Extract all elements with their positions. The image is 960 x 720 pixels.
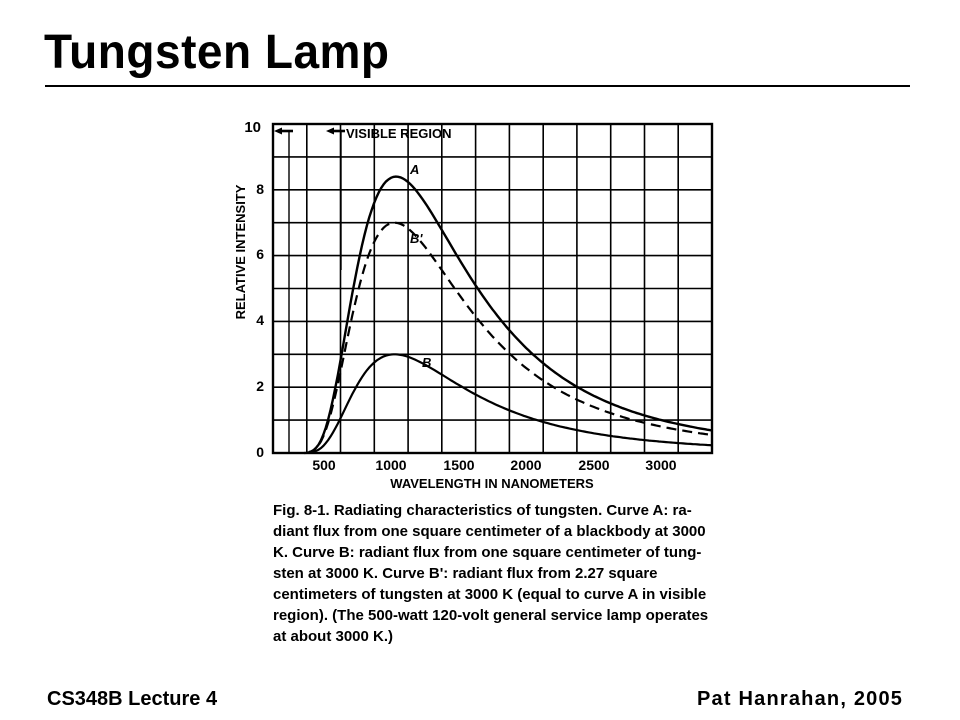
svg-text:2500: 2500 xyxy=(578,457,609,473)
svg-text:6: 6 xyxy=(256,246,264,262)
svg-text:Fig. 8-1. Radiating characteri: Fig. 8-1. Radiating characteristics of t… xyxy=(273,502,692,519)
svg-text:K. Curve B: radiant flux from: K. Curve B: radiant flux from one square… xyxy=(273,544,701,561)
svg-text:sten at 3000 K. Curve B': radi: sten at 3000 K. Curve B': radiant flux f… xyxy=(273,565,658,582)
svg-text:8: 8 xyxy=(256,181,264,197)
svg-text:10: 10 xyxy=(244,119,261,136)
svg-text:A: A xyxy=(409,162,419,177)
svg-text:4: 4 xyxy=(256,312,264,328)
svg-text:B': B' xyxy=(410,231,423,246)
svg-text:RELATIVE INTENSITY: RELATIVE INTENSITY xyxy=(233,184,248,319)
svg-text:2000: 2000 xyxy=(510,457,541,473)
svg-text:centimeters of tungsten at 300: centimeters of tungsten at 3000 K (equal… xyxy=(273,586,706,603)
svg-text:VISIBLE REGION: VISIBLE REGION xyxy=(346,126,451,141)
svg-text:WAVELENGTH IN NANOMETERS: WAVELENGTH IN NANOMETERS xyxy=(390,476,594,491)
svg-text:0: 0 xyxy=(256,444,264,460)
svg-text:at about 3000 K.): at about 3000 K.) xyxy=(273,628,393,645)
svg-text:B: B xyxy=(422,355,431,370)
svg-text:1500: 1500 xyxy=(443,457,474,473)
svg-text:500: 500 xyxy=(312,457,336,473)
svg-text:diant flux from one square cen: diant flux from one square centimeter of… xyxy=(273,523,706,540)
svg-text:3000: 3000 xyxy=(645,457,676,473)
svg-text:1000: 1000 xyxy=(375,457,406,473)
svg-text:region). (The 500-watt 120-vol: region). (The 500-watt 120-volt general … xyxy=(273,607,708,624)
svg-text:2: 2 xyxy=(256,378,264,394)
